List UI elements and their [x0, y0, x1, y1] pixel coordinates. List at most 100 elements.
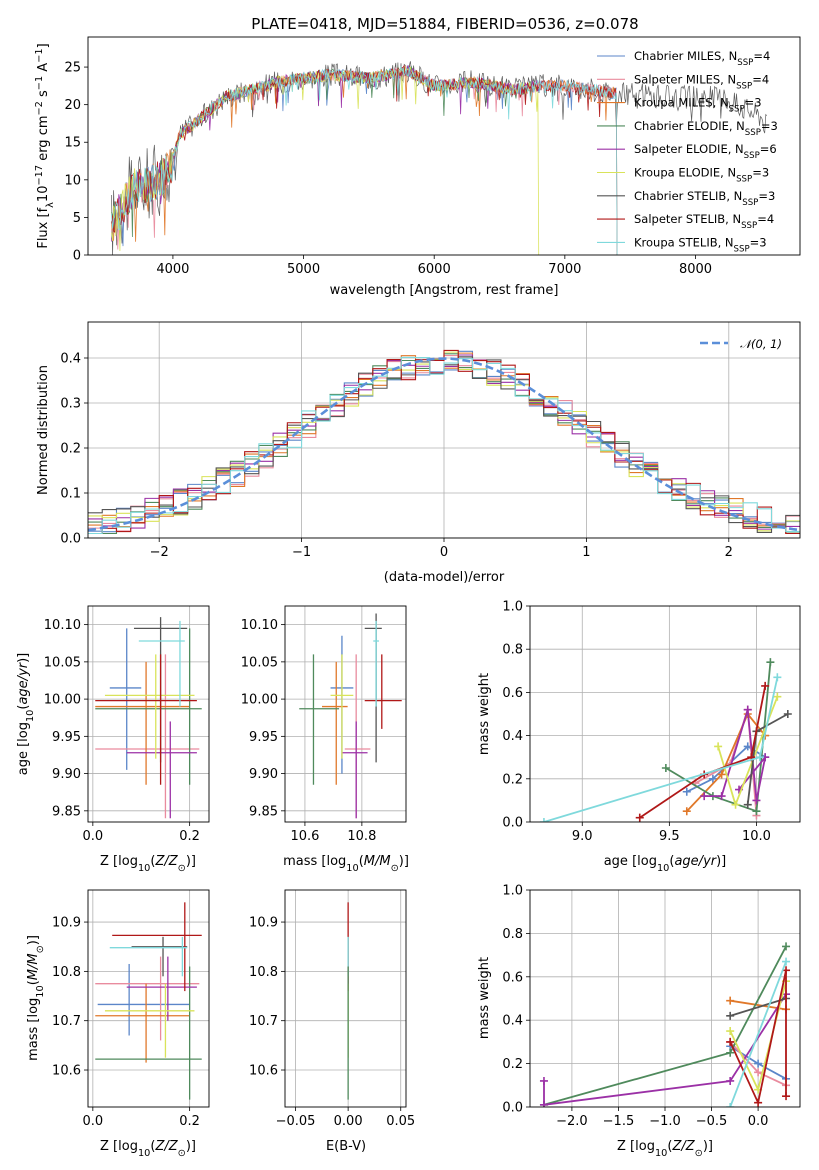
y-tick-label: 10.05 — [241, 655, 278, 670]
y-tick-label: 0.3 — [60, 397, 81, 412]
weight-vs-age-chart-plot-area — [530, 606, 800, 822]
weight-marker — [754, 1068, 763, 1077]
weight-marker — [783, 710, 792, 718]
residuals-x-axis-label: (data-model)/error — [384, 570, 505, 585]
x-tick-label: 0.2 — [179, 829, 200, 844]
x-tick-label: 9.0 — [572, 829, 593, 844]
age-vs-Z-chart-plot-area — [88, 606, 209, 822]
legend-entry-label: Kroupa ELODIE, NSSP=3 — [634, 166, 769, 185]
weight-line — [543, 993, 787, 1106]
mass-vs-Z-chart-plot-area — [88, 890, 209, 1107]
weight-marker — [682, 787, 691, 796]
x-tick-label: −0.5 — [696, 1114, 728, 1129]
weight-marker — [773, 692, 782, 701]
x-tick-label: −1.5 — [603, 1114, 635, 1129]
y-tick-label: 10.7 — [52, 1014, 81, 1029]
y-tick-label: 9.85 — [249, 804, 278, 819]
y-tick-label: 9.90 — [52, 767, 81, 782]
residuals-chart-plot-area — [88, 322, 800, 538]
residuals-chart: −2 −1 0 1 2 0.0 0.1 0.2 0.3 0.4 𝒩(0, 1) (data-model… — [36, 321, 801, 585]
weight-marker — [661, 764, 670, 772]
y-tick-label: 20 — [64, 98, 81, 113]
x-tick-label: 0.05 — [386, 1114, 415, 1129]
legend-entry-label: Chabrier MILES, NSSP=4 — [634, 49, 770, 68]
weight-marker — [782, 1092, 791, 1101]
age-vs-mass-chart-plot-area — [285, 606, 406, 822]
weight-line — [639, 685, 767, 819]
spectrum-legend: Chabrier MILES, NSSP=4 Salpeter MILES, NS… — [597, 49, 778, 254]
x-tick-label: −1 — [292, 545, 311, 560]
spectrum-line — [111, 64, 618, 255]
weight-line — [729, 961, 787, 1107]
weight-vs-Z-chart: −2.0 −1.5 −1.0 −0.5 0.0 0.0 0.2 0.4 0.6 0.8 1.0 Z [… — [477, 884, 801, 1159]
weight-marker — [754, 1098, 763, 1107]
x-tick-label: −1.0 — [649, 1114, 681, 1129]
x-tick-label: 0 — [440, 545, 448, 560]
x-tick-label: 7000 — [548, 262, 581, 277]
weight-marker — [731, 800, 740, 809]
y-tick-label: 0.6 — [502, 970, 523, 985]
weight-marker — [539, 1100, 548, 1107]
weight-vs-age-x-axis-label: age [log10(age/yr)] — [604, 854, 727, 874]
weight-marker — [726, 1037, 735, 1046]
legend-entry-label: Chabrier STELIB, NSSP=3 — [634, 189, 775, 208]
y-tick-label: 10.05 — [44, 655, 81, 670]
y-tick-label: 0.0 — [60, 532, 81, 547]
spectrum-y-axis-label: Flux [fλ10−17 erg cm−2 s−1 A−1] — [34, 43, 56, 248]
weight-marker — [717, 770, 726, 779]
spectrum-chart-plot-area — [111, 61, 768, 255]
y-tick-label: 10.00 — [44, 693, 81, 708]
legend-entry-label: Salpeter STELIB, NSSP=4 — [634, 212, 774, 231]
y-tick-label: 9.90 — [249, 767, 278, 782]
weight-marker — [726, 1048, 735, 1057]
age-vs-mass-chart: 10.6 10.8 9.85 9.90 9.95 10.00 10.05 10.10 mass … — [241, 605, 409, 874]
y-tick-label: 10.7 — [249, 1014, 278, 1029]
weight-vs-Z-x-axis-label: Z [log10(Z/Z⊙)] — [617, 1139, 713, 1159]
weight-marker — [752, 807, 761, 816]
weight-vs-Z-chart-frame — [529, 889, 801, 1108]
mass-vs-ebv-chart-frame — [284, 889, 407, 1108]
x-tick-label: −2.0 — [556, 1114, 588, 1129]
legend-entry-label: Chabrier ELODIE, NSSP=3 — [634, 119, 778, 138]
y-tick-label: 0.2 — [502, 1057, 523, 1072]
x-tick-label: −2 — [150, 545, 169, 560]
y-tick-label: 10.8 — [52, 965, 81, 980]
weight-marker — [726, 1011, 735, 1020]
x-tick-label: 6000 — [418, 262, 451, 277]
weight-marker — [755, 753, 764, 762]
mass-vs-ebv-x-axis-label: E(B-V) — [326, 1139, 366, 1154]
spectrum-line — [111, 65, 618, 255]
weight-marker — [743, 800, 752, 809]
age-vs-Z-y-axis-label: age [log10(age/yr)] — [16, 653, 36, 776]
y-tick-label: 9.85 — [52, 804, 81, 819]
y-tick-label: 0.0 — [502, 816, 523, 831]
x-tick-label: 10.6 — [290, 829, 319, 844]
y-tick-label: 0.4 — [502, 729, 523, 744]
y-tick-label: 10.00 — [241, 693, 278, 708]
y-tick-label: 9.95 — [52, 730, 81, 745]
y-tick-label: 5 — [73, 211, 81, 226]
spectrum-line — [111, 66, 617, 250]
y-tick-label: 0.0 — [502, 1101, 523, 1116]
age-vs-Z-chart-frame — [87, 605, 210, 823]
weight-marker — [782, 957, 791, 966]
weight-marker — [717, 792, 726, 801]
x-tick-label: 0.2 — [179, 1114, 200, 1129]
y-tick-label: 10.10 — [44, 618, 81, 633]
y-tick-label: 0 — [73, 249, 81, 264]
spectrum-line — [111, 65, 617, 247]
y-tick-label: 10.9 — [249, 916, 278, 931]
y-tick-label: 10.6 — [249, 1064, 278, 1079]
legend-entry-label: Salpeter ELODIE, NSSP=6 — [634, 142, 777, 161]
histogram-steps — [88, 356, 800, 535]
weight-marker — [700, 792, 709, 801]
y-tick-label: 1.0 — [502, 884, 523, 899]
mass-vs-ebv-chart: −0.05 0.00 0.05 10.6 10.7 10.8 10.9 E(B-V) — [249, 889, 415, 1154]
age-vs-mass-chart-frame — [284, 605, 407, 823]
y-tick-label: 10.8 — [249, 965, 278, 980]
weight-marker — [754, 1059, 763, 1068]
weight-marker — [682, 807, 691, 816]
gaussian-curve — [88, 357, 800, 532]
y-tick-label: 10.6 — [52, 1064, 81, 1079]
